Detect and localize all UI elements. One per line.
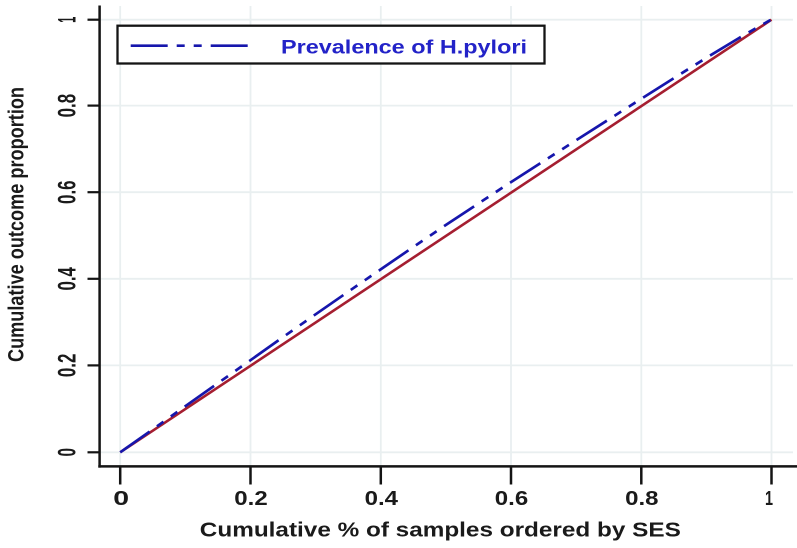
svg-text:0.6: 0.6 — [53, 180, 81, 204]
svg-text:0.4: 0.4 — [365, 488, 399, 510]
svg-text:Prevalence of H.pylori: Prevalence of H.pylori — [281, 38, 527, 59]
svg-text:0.6: 0.6 — [495, 488, 528, 510]
svg-text:Cumulative outcome proportion: Cumulative outcome proportion — [4, 87, 29, 362]
svg-text:0.8: 0.8 — [625, 488, 658, 510]
svg-text:0.2: 0.2 — [234, 488, 267, 510]
svg-text:Cumulative % of samples ordere: Cumulative % of samples ordered by SES — [200, 520, 681, 542]
svg-text:0: 0 — [113, 488, 129, 510]
svg-text:0.4: 0.4 — [53, 267, 81, 291]
svg-text:0.2: 0.2 — [53, 354, 81, 378]
svg-text:0: 0 — [53, 448, 81, 457]
svg-text:1: 1 — [53, 17, 81, 23]
svg-text:1: 1 — [765, 488, 773, 510]
svg-text:0.8: 0.8 — [53, 94, 81, 118]
